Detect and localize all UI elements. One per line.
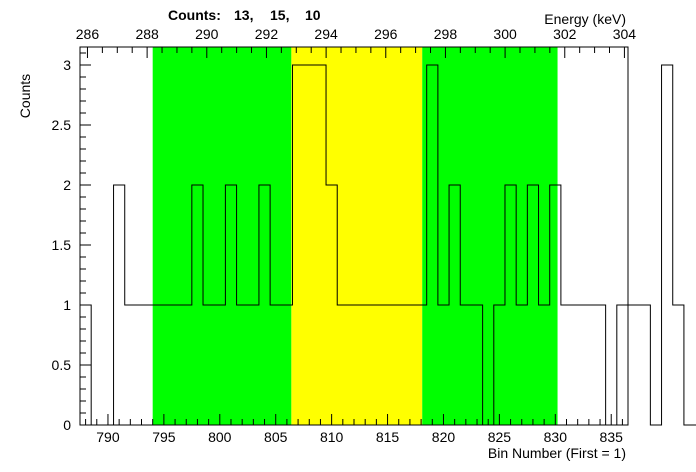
x-tick-label: 810 — [320, 429, 344, 445]
region-2 — [291, 47, 423, 425]
x-tick-label: 800 — [208, 429, 232, 445]
top-tick-label: 304 — [613, 26, 637, 42]
x-tick-label: 830 — [544, 429, 568, 445]
region-1 — [152, 47, 292, 425]
x-tick-label: 795 — [152, 429, 176, 445]
histogram-line — [79, 64, 696, 426]
top-tick-label: 292 — [255, 26, 279, 42]
y-tick-label: 0 — [63, 417, 71, 433]
x-tick-label: 805 — [264, 429, 288, 445]
y-tick-label: 2 — [63, 177, 71, 193]
chart-title-value-2: 15, — [270, 7, 289, 23]
y-tick-label: 1 — [63, 297, 71, 313]
top-tick-label: 296 — [374, 26, 398, 42]
y-tick-label: 2.5 — [52, 117, 72, 133]
top-tick-label: 302 — [553, 26, 577, 42]
highlight-regions — [152, 47, 558, 425]
top-tick-label: 294 — [314, 26, 338, 42]
region-3 — [422, 47, 558, 425]
top-axis-title: Energy (keV) — [544, 11, 626, 27]
chart-title-label: Counts: — [168, 7, 221, 23]
y-tick-label: 0.5 — [52, 357, 72, 373]
y-tick-label: 1.5 — [52, 237, 72, 253]
axis-ticks: 790 795 800 805 810 815 820 825 830 835 0 0.5 1 1.5 2 2… — [52, 26, 637, 445]
x-axis-title: Bin Number (First = 1) — [488, 445, 626, 461]
x-tick-label: 790 — [96, 429, 120, 445]
top-tick-label: 298 — [434, 26, 458, 42]
top-tick-label: 290 — [195, 26, 219, 42]
chart-title-value-1: 13, — [234, 7, 253, 23]
x-tick-label: 815 — [376, 429, 400, 445]
y-tick-label: 3 — [63, 57, 71, 73]
top-tick-label: 300 — [493, 26, 517, 42]
x-tick-label: 825 — [488, 429, 512, 445]
histogram-series — [79, 64, 696, 426]
x-tick-label: 835 — [600, 429, 624, 445]
chart-title-value-3: 10 — [305, 7, 321, 23]
top-tick-label: 288 — [135, 26, 159, 42]
x-tick-label: 820 — [432, 429, 456, 445]
top-tick-label: 286 — [76, 26, 100, 42]
y-axis-title: Counts — [17, 74, 33, 118]
